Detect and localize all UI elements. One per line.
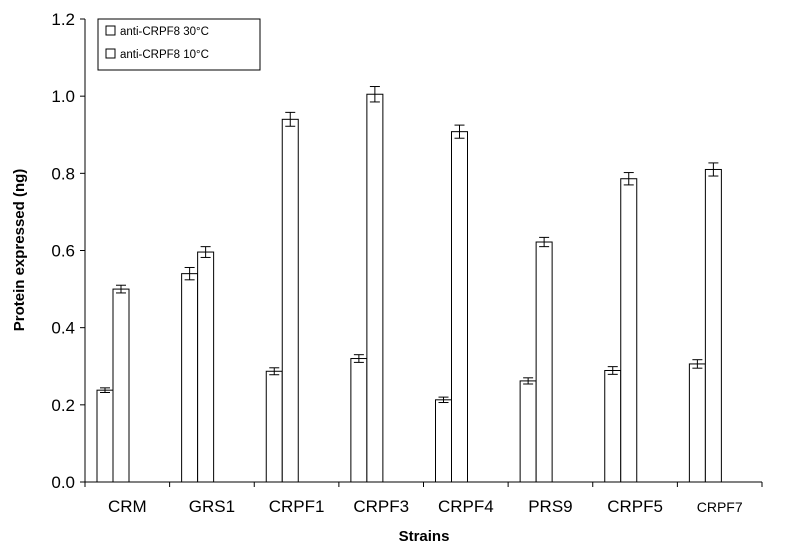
y-tick-label: 0.4	[51, 319, 75, 338]
x-axis-title: Strains	[399, 528, 450, 545]
bars	[96, 86, 722, 483]
bar-series-2-crpf5	[620, 178, 638, 483]
legend-label-series-1: anti-CRPF8 30°C	[120, 26, 209, 38]
bar-series-1-crpf7	[688, 363, 706, 483]
x-tick-label: GRS1	[189, 497, 235, 516]
y-tick-label: 0.0	[51, 473, 75, 492]
bar-series-2-crm	[112, 288, 130, 483]
legend-label-series-2: anti-CRPF8 10°C	[120, 49, 209, 61]
x-tick-label: CRPF1	[269, 497, 325, 516]
x-tick-label: CRPF4	[438, 497, 494, 516]
y-ticks: 0.0 0.2 0.4 0.6 0.8 1.0 1.2	[51, 10, 85, 492]
y-axis-title: Protein expressed (ng)	[11, 169, 28, 332]
bar-series-2-crpf7	[704, 168, 722, 483]
legend-box	[97, 18, 261, 71]
x-tick-label: CRPF5	[607, 497, 663, 516]
bar-series-1-grs1	[181, 273, 199, 483]
y-tick-label: 1.2	[51, 10, 75, 29]
bar-series-2-crpf4	[451, 131, 468, 483]
x-tick-label: CRM	[108, 497, 147, 516]
bar-series-2-grs1	[197, 251, 215, 483]
legend: anti-CRPF8 30°C anti-CRPF8 10°C	[97, 18, 261, 71]
y-tick-label: 0.8	[51, 164, 75, 183]
y-tick-label: 1.0	[51, 87, 75, 106]
bar-series-1-crpf5	[604, 369, 622, 483]
bar-series-1-prs9	[519, 380, 537, 483]
legend-swatch-series-2	[105, 48, 116, 59]
y-tick-label: 0.2	[51, 396, 75, 415]
legend-swatch-series-1	[105, 25, 116, 36]
bar-series-2-prs9	[535, 241, 553, 483]
bar-series-2-crpf3	[366, 93, 384, 483]
x-tick-label: CRPF3	[353, 497, 409, 516]
x-tick-label: PRS9	[528, 497, 572, 516]
bar-series-1-crm	[96, 389, 114, 483]
bar-series-1-crpf4	[435, 399, 452, 483]
x-tick-label: CRPF7	[697, 499, 743, 515]
bar-series-1-crpf3	[350, 358, 368, 483]
bar-series-1-crpf1	[265, 370, 283, 483]
y-tick-label: 0.6	[51, 242, 75, 261]
plot-area: 0.00.20.40.60.81.01.2 CRM GRS1 CRPF1 CRPF3 C…	[51, 10, 763, 516]
bar-series-2-crpf1	[281, 118, 299, 483]
x-ticks: CRM GRS1 CRPF1 CRPF3 CRPF4 PRS9 CRPF5 CRPF7	[84, 482, 763, 516]
